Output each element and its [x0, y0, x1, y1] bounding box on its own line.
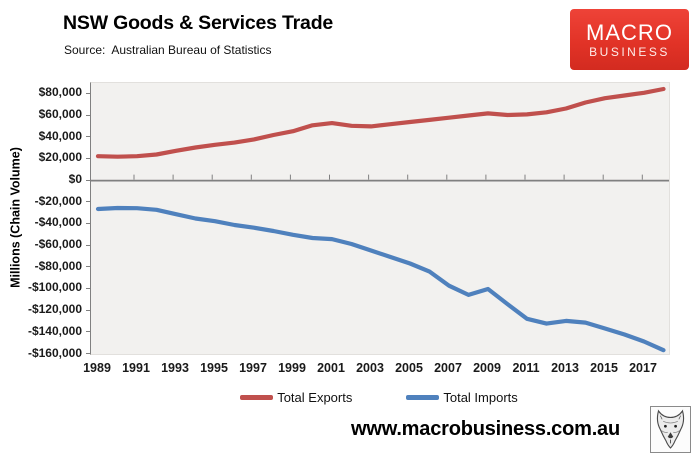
wolf-icon	[656, 409, 685, 449]
x-axis-tick-label: 2009	[473, 361, 501, 375]
y-axis-tick-label: -$100,000	[27, 280, 82, 295]
y-axis-tick-label: $0	[68, 172, 82, 187]
y-axis-tick-label: -$160,000	[27, 345, 82, 360]
legend-item-total-exports: Total Exports	[240, 390, 352, 405]
y-axis-tick-label: -$40,000	[34, 215, 82, 230]
x-axis-tick-label: 2013	[551, 361, 579, 375]
y-axis-tick-mark	[86, 92, 90, 94]
x-axis-tick-label: 1989	[83, 361, 111, 375]
legend-label: Total Exports	[277, 390, 353, 405]
y-axis-tick-mark	[86, 331, 90, 333]
x-axis-tick-label: 1995	[200, 361, 228, 375]
chart-title: NSW Goods & Services Trade	[63, 12, 334, 34]
legend-line-marker	[240, 395, 274, 400]
y-axis-tick-label: -$140,000	[27, 323, 82, 338]
x-axis-tick-label: 2007	[434, 361, 462, 375]
x-axis-tick-label: 1999	[278, 361, 306, 375]
y-axis-tick-mark	[86, 244, 90, 246]
y-axis-tick-labels: $80,000 $60,000 $40,000 $20,000 $0 -$20,000 -$…	[0, 82, 90, 359]
y-axis-tick-label: $80,000	[38, 85, 82, 100]
x-axis-tick-label: 2011	[512, 361, 540, 375]
plot-area	[90, 82, 670, 355]
x-axis-tick-label: 2017	[629, 361, 657, 375]
website-url: www.macrobusiness.com.au	[351, 418, 620, 440]
legend-label: Total Imports	[443, 390, 518, 405]
y-axis-tick-label: $20,000	[38, 150, 82, 165]
macrobusiness-logo: MACRO BUSINESS	[570, 9, 689, 70]
y-axis-tick-label: $60,000	[38, 107, 82, 122]
y-axis-tick-mark	[86, 201, 90, 203]
y-axis-tick-label: $40,000	[38, 128, 82, 143]
x-axis-tick-labels: 1989 1991 1993 1995 1997 1999 2001 2003 2005 2007…	[83, 361, 668, 377]
x-axis-tick-label: 2005	[395, 361, 423, 375]
x-axis-tick-label: 1997	[239, 361, 267, 375]
y-axis-tick-mark	[86, 353, 90, 354]
logo-text-business: BUSINESS	[589, 44, 670, 59]
y-axis-tick-mark	[86, 179, 90, 181]
y-axis-tick-label: -$20,000	[34, 193, 82, 208]
legend-line-marker	[406, 395, 440, 400]
y-axis-tick-label: -$80,000	[34, 258, 82, 273]
y-axis-tick-mark	[86, 266, 90, 268]
y-axis-tick-mark	[86, 136, 90, 138]
x-axis-tick-label: 2003	[356, 361, 384, 375]
wolf-logo	[650, 406, 691, 453]
y-axis-tick-label: -$60,000	[34, 237, 82, 252]
x-axis-tick-label: 1993	[161, 361, 189, 375]
logo-text-macro: MACRO	[586, 19, 673, 45]
y-axis-tick-label: -$120,000	[27, 302, 82, 317]
series-line-total-imports	[95, 205, 666, 353]
line-chart	[91, 86, 669, 353]
y-axis-tick-mark	[86, 309, 90, 311]
y-axis-tick-mark	[86, 114, 90, 116]
series-line-total-exports	[95, 86, 666, 159]
x-axis-tick-label: 2001	[317, 361, 345, 375]
legend: Total Exports Total Imports	[90, 390, 668, 405]
legend-item-total-imports: Total Imports	[406, 390, 518, 405]
y-axis-tick-mark	[86, 288, 90, 289]
x-axis-tick-label: 1991	[122, 361, 150, 375]
chart-source: Source: Australian Bureau of Statistics	[64, 43, 272, 57]
x-axis-tick-label: 2015	[590, 361, 618, 375]
y-axis-tick-mark	[86, 222, 90, 224]
y-axis-tick-mark	[86, 157, 90, 159]
